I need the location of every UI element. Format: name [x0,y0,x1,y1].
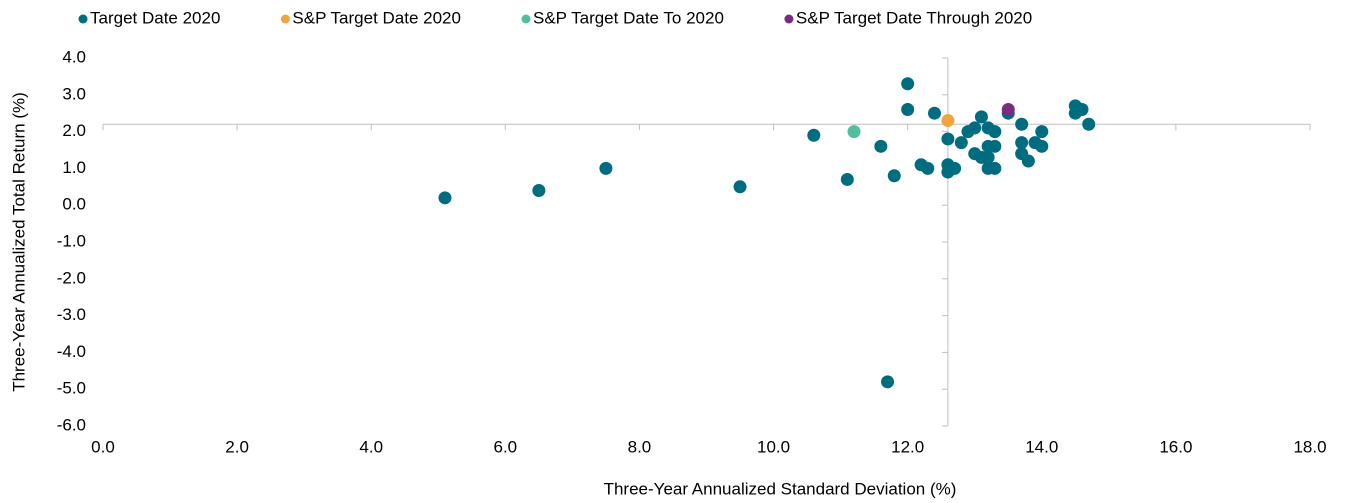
legend-label: S&P Target Date To 2020 [533,8,724,27]
x-tick-label: 0.0 [91,437,115,456]
y-tick-label: -6.0 [57,415,86,434]
data-point [1035,139,1049,153]
y-tick-label: -2.0 [57,268,86,287]
data-point [921,161,935,175]
data-point [887,169,901,183]
data-point [901,77,915,91]
x-tick-label: 14.0 [1025,437,1058,456]
data-point [901,103,915,117]
y-tick-label: -4.0 [57,342,86,361]
legend-label: Target Date 2020 [90,8,220,27]
y-tick-label: 3.0 [62,84,86,103]
data-point [733,180,747,194]
data-point [881,375,895,389]
data-point [532,183,546,197]
legend-marker [280,14,290,24]
data-point [599,161,613,175]
y-tick-label: -5.0 [57,379,86,398]
data-point [954,136,968,150]
data-point [1035,125,1049,139]
data-point [968,121,982,135]
data-point [981,150,995,164]
x-tick-label: 6.0 [494,437,518,456]
x-tick-label: 4.0 [359,437,383,456]
data-point [807,128,821,142]
x-tick-label: 12.0 [891,437,924,456]
x-tick-label: 8.0 [628,437,652,456]
data-point [847,125,861,139]
legend-marker [521,14,531,24]
legend-marker [784,14,794,24]
data-point [1015,117,1029,131]
legend-label: S&P Target Date Through 2020 [796,8,1032,27]
data-point [1015,136,1029,150]
x-axis-title: Three-Year Annualized Standard Deviation… [604,479,957,498]
y-tick-label: 1.0 [62,158,86,177]
legend-label: S&P Target Date 2020 [292,8,461,27]
y-tick-label: 2.0 [62,121,86,140]
x-tick-label: 18.0 [1293,437,1326,456]
data-point [1001,103,1015,117]
data-point [941,132,955,146]
y-tick-label: -1.0 [57,231,86,250]
data-point [438,191,452,205]
x-tick-label: 2.0 [225,437,249,456]
data-point [988,161,1002,175]
data-point [948,161,962,175]
data-point [974,110,988,124]
x-tick-label: 16.0 [1159,437,1192,456]
data-point [927,106,941,120]
legend-marker [78,14,88,24]
data-point [988,125,1002,139]
y-axis-title: Three-Year Annualized Total Return (%) [9,92,28,392]
data-point [988,139,1002,153]
data-point [1075,103,1089,117]
data-point [1021,154,1035,168]
data-point [874,139,888,153]
x-tick-label: 10.0 [757,437,790,456]
data-point [840,172,854,186]
y-tick-label: 4.0 [62,47,86,66]
y-tick-label: 0.0 [62,195,86,214]
data-point [941,114,955,128]
data-point [1082,117,1096,131]
y-tick-label: -3.0 [57,305,86,324]
